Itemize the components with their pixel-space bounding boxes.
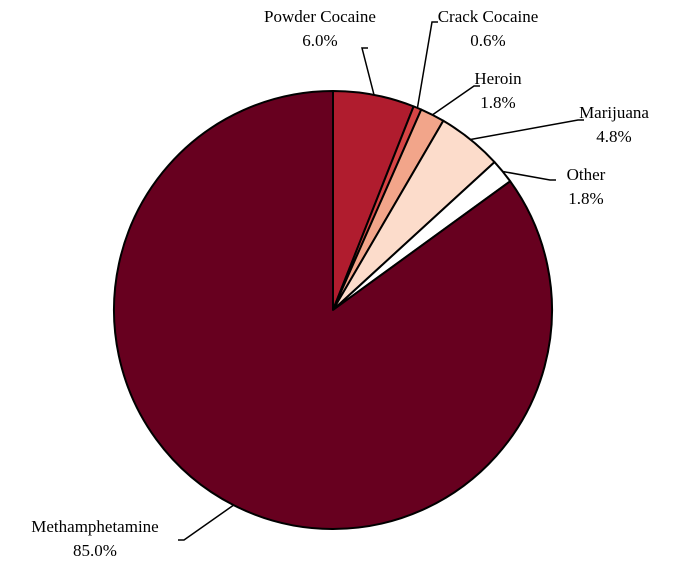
pie-slice-methamphetamine	[113, 90, 553, 530]
slice-value-label: 0.6%	[470, 31, 505, 50]
slice-label: Crack Cocaine	[438, 7, 539, 26]
leader-lines	[178, 21, 584, 541]
slice-label: Marijuana	[579, 103, 649, 122]
slice-value-label: 1.8%	[568, 189, 603, 208]
slice-value-label: 85.0%	[73, 541, 117, 560]
slice-value-label: 6.0%	[302, 31, 337, 50]
slice-value-label: 4.8%	[596, 127, 631, 146]
slice-label: Methamphetamine	[31, 517, 158, 536]
leader-line	[178, 504, 235, 541]
leader-line	[502, 170, 556, 181]
leader-line	[416, 21, 438, 109]
leader-line	[470, 119, 584, 141]
slice-value-label: 1.8%	[480, 93, 515, 112]
pie-slices	[113, 90, 553, 530]
slice-labels: Powder Cocaine 6.0% Crack Cocaine 0.6% Heroi…	[31, 7, 649, 560]
slice-label: Powder Cocaine	[264, 7, 376, 26]
leader-line	[431, 85, 480, 116]
leader-line	[361, 47, 375, 96]
slice-label: Other	[567, 165, 606, 184]
slice-label: Heroin	[474, 69, 522, 88]
